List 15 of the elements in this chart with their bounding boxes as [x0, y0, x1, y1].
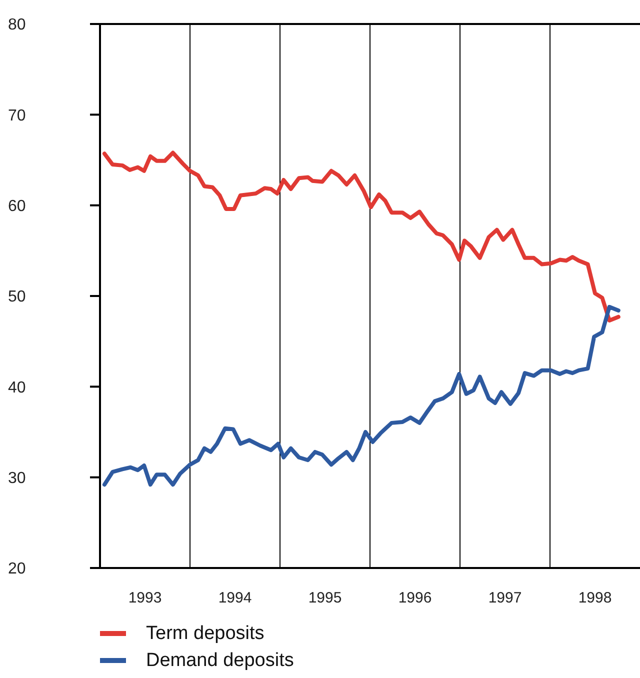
y-tick-label: 60	[8, 198, 26, 216]
x-tick-label: 1993	[128, 590, 162, 607]
y-tick-label: 30	[8, 470, 26, 488]
y-tick-label: 40	[8, 379, 26, 396]
legend-label: Demand deposits	[146, 650, 294, 672]
x-tick-label: 1995	[308, 590, 342, 607]
y-tick-label: 70	[8, 107, 26, 124]
x-tick-label: 1997	[488, 590, 522, 607]
y-tick-label: 50	[8, 288, 26, 306]
x-tick-label: 1998	[578, 590, 612, 607]
x-tick-label: 1994	[218, 590, 252, 607]
y-tick-label: 80	[8, 16, 26, 34]
y-tick-label: 20	[8, 560, 26, 578]
x-tick-label: 1996	[398, 590, 432, 607]
legend-label: Term deposits	[146, 622, 264, 644]
